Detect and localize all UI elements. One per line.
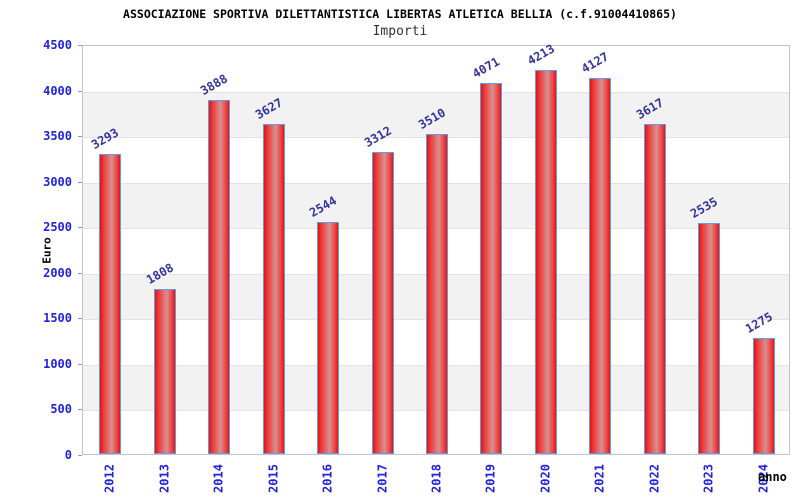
bar-2015 (263, 124, 285, 454)
x-tick-label-2014: 2014 (211, 464, 226, 493)
x-tick-label-2013: 2013 (157, 464, 172, 493)
bar-2014 (208, 100, 230, 454)
x-tick-label-2012: 2012 (102, 464, 117, 493)
y-tick-mark (78, 409, 82, 410)
y-tick-mark (78, 273, 82, 274)
bar-2019 (480, 83, 502, 454)
bar-2022 (644, 124, 666, 454)
x-axis-title: anno (758, 470, 787, 484)
x-tick-label-2015: 2015 (266, 464, 281, 493)
y-tick-label: 3000 (43, 175, 72, 189)
y-tick-mark (78, 227, 82, 228)
y-tick-mark (78, 455, 82, 456)
bar-2016 (317, 222, 339, 454)
x-tick-label-2016: 2016 (320, 464, 335, 493)
x-tick-label-2019: 2019 (483, 464, 498, 493)
x-tick-label-2022: 2022 (647, 464, 662, 493)
y-axis-title: Euro (40, 237, 54, 264)
gridline (83, 92, 789, 93)
bar-2024 (753, 338, 775, 454)
bar-2013 (154, 289, 176, 454)
y-tick-label: 3500 (43, 129, 72, 143)
bar-2012 (99, 154, 121, 454)
chart-subtitle: Importi (372, 24, 428, 39)
y-tick-mark (78, 136, 82, 137)
bar-2018 (426, 134, 448, 454)
y-tick-label: 0 (64, 448, 72, 462)
x-tick-label-2023: 2023 (701, 464, 716, 493)
y-tick-label: 2500 (43, 220, 72, 234)
y-tick-label: 4500 (43, 38, 72, 52)
y-tick-mark (78, 45, 82, 46)
y-tick-mark (78, 182, 82, 183)
x-tick-label-2017: 2017 (375, 464, 390, 493)
bar-2017 (372, 152, 394, 454)
chart-title: ASSOCIAZIONE SPORTIVA DILETTANTISTICA LI… (123, 7, 677, 21)
x-tick-label-2021: 2021 (592, 464, 607, 493)
y-tick-mark (78, 91, 82, 92)
x-tick-label-2018: 2018 (429, 464, 444, 493)
y-tick-label: 4000 (43, 84, 72, 98)
x-tick-label-2020: 2020 (538, 464, 553, 493)
y-tick-mark (78, 318, 82, 319)
y-tick-label: 2000 (43, 266, 72, 280)
y-tick-label: 500 (50, 402, 72, 416)
grid-band (83, 91, 789, 138)
y-tick-mark (78, 364, 82, 365)
y-tick-label: 1000 (43, 357, 72, 371)
plot-area (82, 45, 790, 455)
bar-2021 (589, 78, 611, 454)
bar-2023 (698, 223, 720, 454)
y-tick-label: 1500 (43, 311, 72, 325)
bar-2020 (535, 70, 557, 454)
